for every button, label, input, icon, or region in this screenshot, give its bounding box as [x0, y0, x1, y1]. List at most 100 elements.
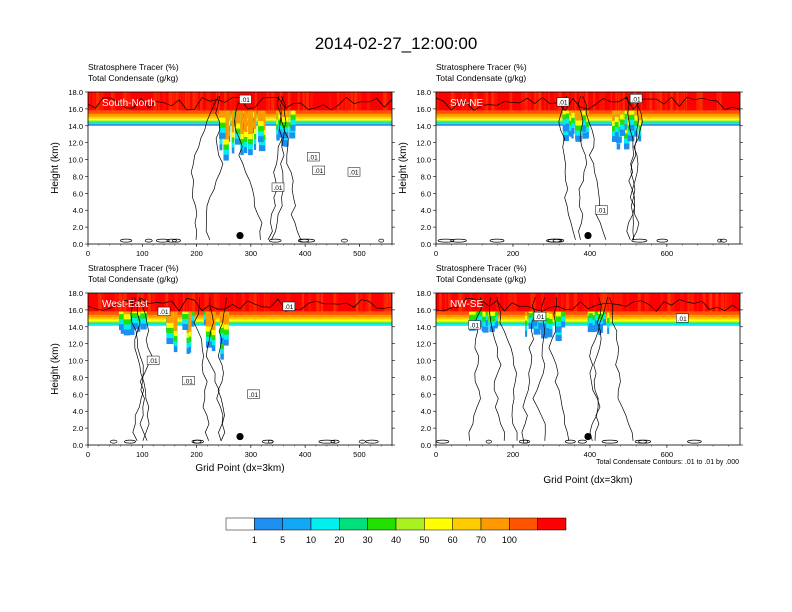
svg-text:.01: .01 [284, 304, 293, 311]
x-tick-label: 0 [86, 450, 90, 459]
tracer-streak [355, 293, 359, 312]
surface-contour [656, 238, 669, 243]
x-tick-label: 500 [353, 249, 366, 258]
tracer-streak [173, 92, 175, 111]
contour-label: .01 [468, 320, 481, 330]
tracer-streak [676, 92, 679, 111]
contour-label: .01 [239, 94, 252, 104]
tracer-intrusion [223, 110, 229, 140]
tracer-streak [449, 293, 452, 312]
condensate-contour [205, 96, 224, 240]
tracer-streak [265, 293, 267, 312]
y-tick-label: 16.0 [68, 105, 83, 114]
tracer-streak [297, 92, 300, 111]
tracer-streak [249, 293, 251, 312]
tracer-intrusion [579, 110, 586, 120]
tracer-streak [253, 293, 256, 312]
tracer-intrusion [137, 311, 141, 316]
tracer-streak [114, 92, 116, 111]
tracer-intrusion [219, 110, 226, 118]
tracer-streak [458, 293, 461, 312]
tracer-streak [618, 293, 621, 312]
tracer-intrusion [233, 110, 237, 121]
tracer-streak [720, 293, 723, 312]
tracer-intrusion [629, 110, 635, 115]
tracer-intrusion [281, 110, 289, 118]
tracer-streak [618, 92, 620, 111]
tracer-streak [215, 92, 218, 111]
tracer-streak [439, 293, 442, 312]
tracer-intrusion [485, 311, 488, 321]
tracer-band [88, 311, 392, 315]
surface-contour [522, 439, 529, 444]
contour-label: .01 [312, 165, 325, 175]
tracer-streak [610, 92, 612, 111]
condensate-contour [267, 96, 284, 240]
condensate-contour [589, 297, 602, 441]
surface-contour [120, 238, 133, 243]
colorbar-label: 20 [334, 535, 344, 545]
tracer-streak [188, 293, 193, 312]
tracer-intrusion [123, 311, 131, 315]
y-axis-label: Height (km) [50, 142, 61, 194]
tracer-streak [192, 92, 196, 111]
x-tick-label: 400 [584, 249, 597, 258]
tracer-intrusion [558, 311, 566, 317]
tracer-intrusion [253, 110, 257, 129]
y-tick-label: 12.0 [416, 139, 431, 148]
tracer-intrusion [495, 311, 499, 317]
condensate-contour [521, 297, 536, 441]
tracer-intrusion [588, 311, 593, 314]
colorbar-swatch [480, 517, 510, 531]
colorbar-label: 40 [391, 535, 401, 545]
y-tick-label: 0.0 [421, 240, 431, 249]
colorbar-label: 5 [280, 535, 285, 545]
surface-contour [546, 238, 563, 243]
condensate-contour [548, 297, 570, 441]
tracer-streak [200, 92, 203, 111]
tracer-streak [617, 293, 621, 312]
tracer-streak [626, 293, 629, 312]
tracer-intrusion [190, 311, 195, 321]
condensate-contour [130, 297, 148, 441]
tracer-streak [565, 293, 570, 312]
tracer-streak [255, 293, 257, 312]
tracer-streak [329, 92, 331, 111]
panel-1: .01 .01 .01 .01 .01 South-North Stratosphere T… [50, 62, 395, 258]
tracer-streak [366, 92, 370, 111]
tracer-streak [682, 293, 684, 312]
tracer-intrusion [571, 110, 575, 113]
tracer-streak [510, 293, 515, 312]
tracer-streak [346, 92, 349, 111]
surface-contour [192, 439, 204, 444]
tracer-intrusion [620, 110, 624, 120]
tracer-streak [664, 92, 667, 111]
tracer-streak [365, 293, 368, 312]
tracer-intrusion [489, 311, 495, 322]
tracer-streak [147, 293, 149, 312]
tracer-intrusion [240, 110, 244, 134]
y-tick-label: 14.0 [416, 122, 431, 131]
tracer-streak [530, 293, 534, 312]
panel-3: .01 .01 .01 .01 .01 West-East Stratosphere Tra… [50, 263, 395, 474]
x-tick-label: 200 [507, 450, 520, 459]
contour-label: .01 [533, 311, 547, 321]
tracer-intrusion [223, 311, 229, 325]
tracer-streak [187, 92, 190, 111]
y-tick-label: 18.0 [68, 88, 83, 97]
tracer-streak [503, 293, 506, 312]
tracer-streak [461, 92, 465, 111]
tracer-streak [670, 92, 673, 111]
y-tick-label: 0.0 [73, 441, 83, 450]
tracer-intrusion [528, 311, 534, 318]
panel-label: NW-SE [450, 299, 483, 310]
y-tick-label: 8.0 [73, 172, 83, 181]
tracer-streak [607, 293, 611, 312]
y-tick-label: 6.0 [73, 390, 83, 399]
anvil-contour [88, 297, 392, 312]
tracer-intrusion [205, 311, 210, 327]
tracer-streak [385, 92, 387, 111]
colorbar-swatch [395, 517, 425, 531]
tracer-intrusion [607, 311, 610, 313]
tracer-streak [233, 293, 236, 312]
